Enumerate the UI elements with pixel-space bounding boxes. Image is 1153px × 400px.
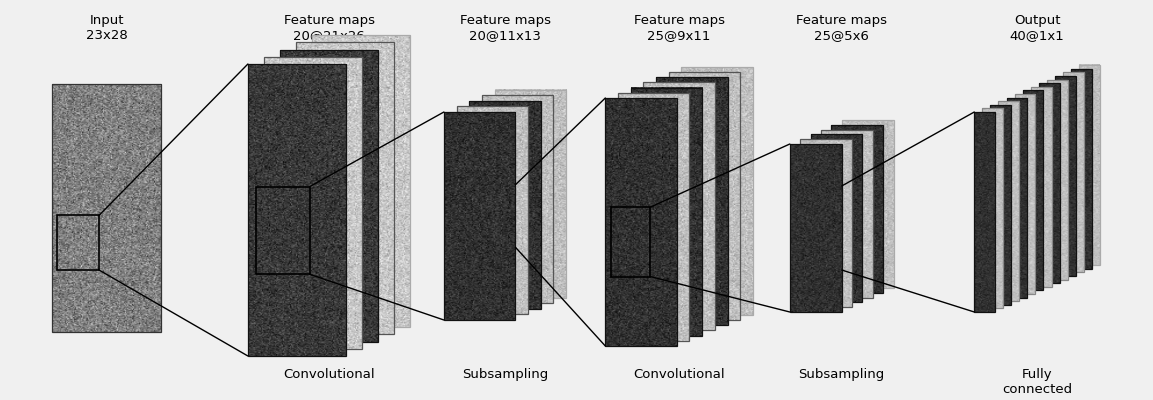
Bar: [611, 207, 650, 276]
Bar: [1071, 69, 1092, 269]
Bar: [469, 101, 541, 309]
Text: Feature maps
25@5x6: Feature maps 25@5x6: [797, 14, 887, 42]
Bar: [296, 42, 394, 334]
Text: Convolutional: Convolutional: [284, 368, 375, 381]
Bar: [1079, 65, 1100, 265]
Bar: [1031, 87, 1052, 287]
Bar: [256, 187, 310, 274]
Text: Subsampling: Subsampling: [799, 368, 884, 381]
Bar: [800, 139, 852, 307]
Bar: [842, 120, 894, 288]
Bar: [1023, 90, 1043, 290]
Bar: [495, 90, 566, 298]
Bar: [1007, 98, 1027, 298]
Text: Output
40@1x1: Output 40@1x1: [1010, 14, 1064, 42]
Bar: [280, 50, 378, 342]
Bar: [52, 84, 161, 332]
Bar: [1063, 72, 1084, 272]
Bar: [1039, 83, 1060, 283]
Bar: [58, 216, 99, 270]
Text: Convolutional: Convolutional: [633, 368, 725, 381]
Bar: [656, 77, 728, 325]
Bar: [618, 93, 689, 341]
Text: Feature maps
20@21x26: Feature maps 20@21x26: [284, 14, 375, 42]
Text: Input
23x28: Input 23x28: [85, 14, 128, 42]
Bar: [631, 88, 702, 336]
Bar: [998, 101, 1019, 301]
Bar: [982, 108, 1003, 308]
Bar: [482, 95, 553, 303]
Bar: [643, 82, 715, 330]
Bar: [457, 106, 528, 314]
Bar: [831, 125, 883, 293]
Bar: [974, 112, 995, 312]
Bar: [1055, 76, 1076, 276]
Bar: [312, 35, 410, 327]
Bar: [790, 144, 842, 312]
Bar: [1047, 80, 1068, 280]
Bar: [669, 72, 740, 320]
Bar: [681, 67, 753, 315]
Text: Feature maps
20@11x13: Feature maps 20@11x13: [460, 14, 550, 42]
Bar: [1015, 94, 1035, 294]
Bar: [444, 112, 515, 320]
Text: Fully
connected: Fully connected: [1002, 368, 1072, 396]
Bar: [605, 98, 677, 346]
Bar: [990, 105, 1011, 305]
Bar: [248, 64, 346, 356]
Text: Subsampling: Subsampling: [462, 368, 548, 381]
Bar: [264, 57, 362, 349]
Text: Feature maps
25@9x11: Feature maps 25@9x11: [634, 14, 724, 42]
Bar: [811, 134, 862, 302]
Bar: [821, 130, 873, 298]
